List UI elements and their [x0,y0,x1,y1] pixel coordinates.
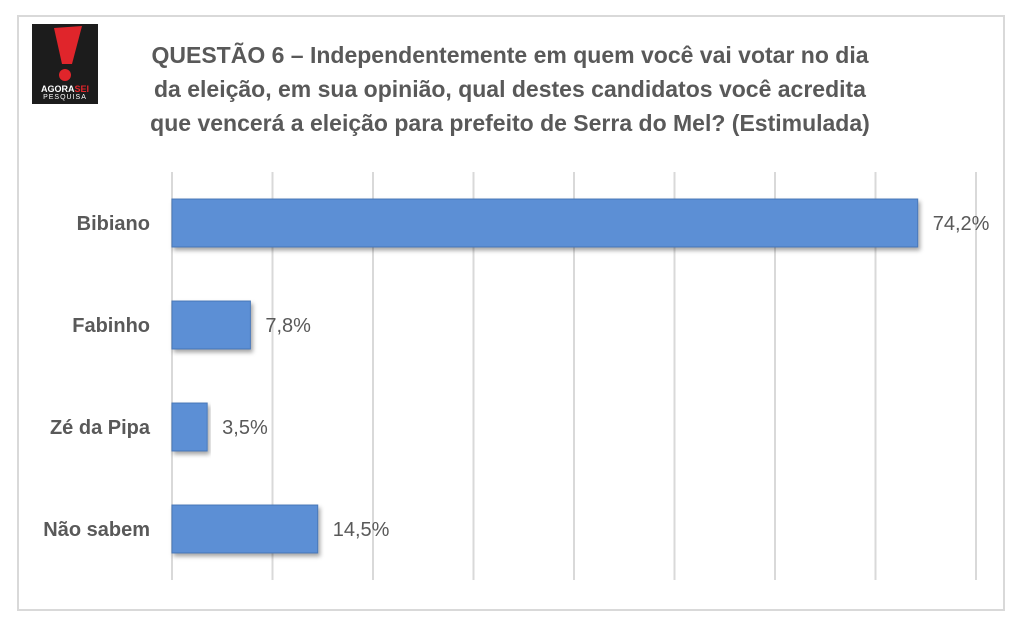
value-label: 7,8% [265,315,311,337]
value-label: 14,5% [333,519,390,541]
bar [171,402,208,452]
bars [171,198,919,554]
value-label: 74,2% [933,213,990,235]
bar [171,504,319,554]
value-label: 3,5% [222,417,268,439]
title-line-1: QUESTÃO 6 – Independentemente em quem vo… [151,42,869,68]
category-label: Fabinho [72,315,150,337]
category-label: Bibiano [77,213,150,235]
category-label: Não sabem [43,519,150,541]
title-line-2: da eleição, em sua opinião, qual destes … [154,76,866,102]
bar [171,300,251,350]
value-labels: 74,2% 7,8% 3,5% 14,5% [222,213,989,541]
chart-title: QUESTÃO 6 – Independentemente em quem vo… [110,38,910,140]
logo-brand: AGORASEI [40,84,89,94]
category-label: Zé da Pipa [50,417,151,439]
title-line-3: que vencerá a eleição para prefeito de S… [150,110,870,136]
category-labels: Bibiano Fabinho Zé da Pipa Não sabem [43,213,151,541]
agorasei-logo: AGORASEI PESQUISA [32,24,98,104]
exclamation-icon [54,26,82,81]
logo-subtitle: PESQUISA [43,94,87,101]
bar [171,198,919,248]
